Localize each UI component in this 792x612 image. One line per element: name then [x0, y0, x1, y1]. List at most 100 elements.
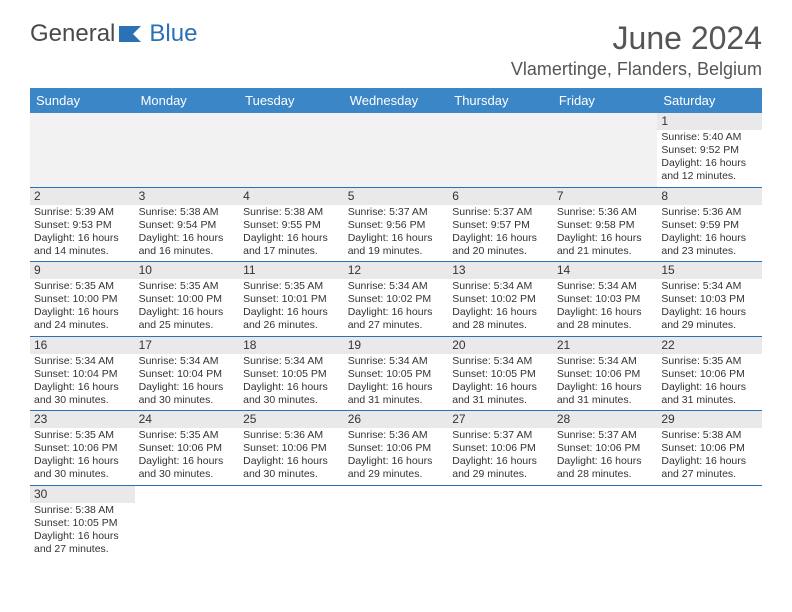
- sunset-text: Sunset: 10:06 PM: [661, 368, 758, 381]
- daylight-text: Daylight: 16 hours: [34, 381, 131, 394]
- daylight-text: Daylight: 16 hours: [348, 306, 445, 319]
- day-number: 24: [135, 411, 240, 428]
- daylight-text: Daylight: 16 hours: [139, 306, 236, 319]
- sunset-text: Sunset: 10:06 PM: [557, 442, 654, 455]
- daylight-text: and 21 minutes.: [557, 245, 654, 258]
- sunrise-text: Sunrise: 5:35 AM: [139, 429, 236, 442]
- sunrise-text: Sunrise: 5:36 AM: [348, 429, 445, 442]
- sunrise-text: Sunrise: 5:38 AM: [34, 504, 131, 517]
- daylight-text: and 28 minutes.: [452, 319, 549, 332]
- calendar-row: 2Sunrise: 5:39 AMSunset: 9:53 PM Daylight…: [30, 187, 762, 262]
- calendar-cell: 8Sunrise: 5:36 AMSunset: 9:59 PMDaylight…: [657, 187, 762, 262]
- calendar-cell: 15Sunrise: 5:34 AMSunset: 10:03 PMDaylig…: [657, 262, 762, 337]
- calendar-cell: 1Sunrise: 5:40 AMSunset: 9:52 PMDaylight…: [657, 113, 762, 187]
- day-number: 9: [30, 262, 135, 279]
- calendar-cell: 2Sunrise: 5:39 AMSunset: 9:53 PMDaylight…: [30, 187, 135, 262]
- sunrise-text: Sunrise: 5:34 AM: [139, 355, 236, 368]
- day-number: 17: [135, 337, 240, 354]
- day-number: 4: [239, 188, 344, 205]
- daylight-text: Daylight: 16 hours: [452, 232, 549, 245]
- day-header: Sunday: [30, 88, 135, 113]
- sunrise-text: Sunrise: 5:37 AM: [452, 206, 549, 219]
- daylight-text: and 20 minutes.: [452, 245, 549, 258]
- sunrise-text: Sunrise: 5:40 AM: [661, 131, 758, 144]
- sunrise-text: Sunrise: 5:38 AM: [139, 206, 236, 219]
- daylight-text: Daylight: 16 hours: [243, 306, 340, 319]
- sunrise-text: Sunrise: 5:35 AM: [34, 429, 131, 442]
- calendar-cell: 23Sunrise: 5:35 AMSunset: 10:06 PMDaylig…: [30, 411, 135, 486]
- day-number: 5: [344, 188, 449, 205]
- location: Vlamertinge, Flanders, Belgium: [511, 59, 762, 80]
- day-number: 2: [30, 188, 135, 205]
- sunset-text: Sunset: 10:05 PM: [34, 517, 131, 530]
- sunrise-text: Sunrise: 5:39 AM: [34, 206, 131, 219]
- day-number: 11: [239, 262, 344, 279]
- sunset-text: Sunset: 10:05 PM: [243, 368, 340, 381]
- sunrise-text: Sunrise: 5:34 AM: [661, 280, 758, 293]
- sunrise-text: Sunrise: 5:35 AM: [661, 355, 758, 368]
- sunrise-text: Sunrise: 5:35 AM: [243, 280, 340, 293]
- calendar-cell: [344, 485, 449, 559]
- daylight-text: Daylight: 16 hours: [661, 157, 758, 170]
- daylight-text: and 29 minutes.: [452, 468, 549, 481]
- day-number: 7: [553, 188, 658, 205]
- daylight-text: and 16 minutes.: [139, 245, 236, 258]
- daylight-text: Daylight: 16 hours: [348, 381, 445, 394]
- sunset-text: Sunset: 9:53 PM: [34, 219, 131, 232]
- day-number: 22: [657, 337, 762, 354]
- calendar-cell: 27Sunrise: 5:37 AMSunset: 10:06 PMDaylig…: [448, 411, 553, 486]
- daylight-text: and 14 minutes.: [34, 245, 131, 258]
- daylight-text: Daylight: 16 hours: [661, 232, 758, 245]
- daylight-text: Daylight: 16 hours: [452, 306, 549, 319]
- sunrise-text: Sunrise: 5:34 AM: [452, 355, 549, 368]
- sunrise-text: Sunrise: 5:35 AM: [139, 280, 236, 293]
- day-number: 3: [135, 188, 240, 205]
- day-header: Tuesday: [239, 88, 344, 113]
- daylight-text: and 24 minutes.: [34, 319, 131, 332]
- calendar-cell: [135, 485, 240, 559]
- calendar-cell: [344, 113, 449, 187]
- daylight-text: Daylight: 16 hours: [348, 232, 445, 245]
- calendar-cell: [135, 113, 240, 187]
- day-number: 15: [657, 262, 762, 279]
- daylight-text: and 23 minutes.: [661, 245, 758, 258]
- logo-text-1: General: [30, 20, 115, 48]
- month-title: June 2024: [511, 20, 762, 57]
- calendar-cell: [239, 485, 344, 559]
- daylight-text: and 27 minutes.: [348, 319, 445, 332]
- daylight-text: and 31 minutes.: [557, 394, 654, 407]
- sunrise-text: Sunrise: 5:37 AM: [452, 429, 549, 442]
- sunset-text: Sunset: 10:06 PM: [661, 442, 758, 455]
- calendar-cell: 4Sunrise: 5:38 AMSunset: 9:55 PMDaylight…: [239, 187, 344, 262]
- calendar-row: 30Sunrise: 5:38 AMSunset: 10:05 PMDaylig…: [30, 485, 762, 559]
- calendar-cell: 3Sunrise: 5:38 AMSunset: 9:54 PMDaylight…: [135, 187, 240, 262]
- logo-flag-icon: [119, 24, 147, 44]
- daylight-text: Daylight: 16 hours: [452, 381, 549, 394]
- daylight-text: and 29 minutes.: [348, 468, 445, 481]
- daylight-text: and 28 minutes.: [557, 319, 654, 332]
- sunset-text: Sunset: 10:03 PM: [557, 293, 654, 306]
- calendar-cell: 30Sunrise: 5:38 AMSunset: 10:05 PMDaylig…: [30, 485, 135, 559]
- calendar-cell: 12Sunrise: 5:34 AMSunset: 10:02 PMDaylig…: [344, 262, 449, 337]
- daylight-text: Daylight: 16 hours: [243, 455, 340, 468]
- day-number: 8: [657, 188, 762, 205]
- day-number: 10: [135, 262, 240, 279]
- sunrise-text: Sunrise: 5:38 AM: [661, 429, 758, 442]
- calendar-cell: [448, 113, 553, 187]
- daylight-text: and 30 minutes.: [243, 394, 340, 407]
- day-header-row: Sunday Monday Tuesday Wednesday Thursday…: [30, 88, 762, 113]
- calendar-cell: 18Sunrise: 5:34 AMSunset: 10:05 PMDaylig…: [239, 336, 344, 411]
- day-header: Monday: [135, 88, 240, 113]
- header: GeneralBlue June 2024 Vlamertinge, Fland…: [30, 20, 762, 80]
- sunset-text: Sunset: 10:06 PM: [139, 442, 236, 455]
- sunset-text: Sunset: 9:52 PM: [661, 144, 758, 157]
- daylight-text: and 31 minutes.: [452, 394, 549, 407]
- daylight-text: and 30 minutes.: [34, 394, 131, 407]
- calendar-cell: [239, 113, 344, 187]
- calendar-cell: 17Sunrise: 5:34 AMSunset: 10:04 PMDaylig…: [135, 336, 240, 411]
- daylight-text: and 12 minutes.: [661, 170, 758, 183]
- sunset-text: Sunset: 10:04 PM: [139, 368, 236, 381]
- day-number: 16: [30, 337, 135, 354]
- calendar-cell: [657, 485, 762, 559]
- calendar-row: 23Sunrise: 5:35 AMSunset: 10:06 PMDaylig…: [30, 411, 762, 486]
